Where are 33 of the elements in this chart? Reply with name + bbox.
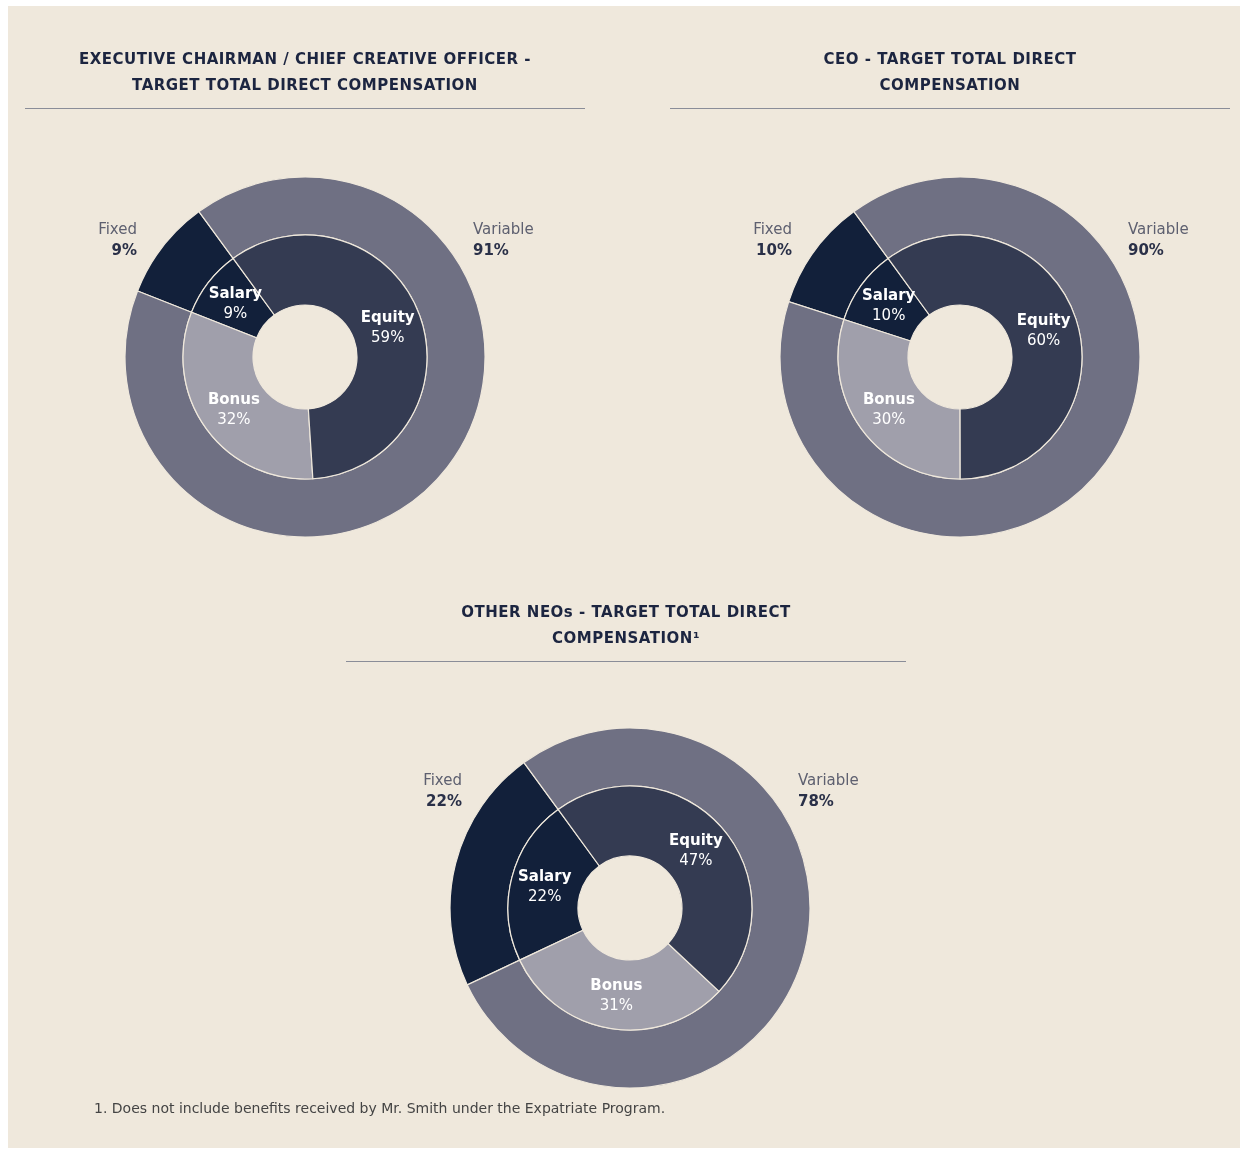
data-label: 22% [528,887,562,906]
text: 1. Does not include benefits received by Mr. Smith under the Expatriate Program. [94,1100,666,1116]
slice-label: Salary [518,867,572,886]
data-label: 78% [798,792,834,810]
data-label: 31% [599,995,634,1014]
data-label: 60% [1026,330,1061,349]
data-label: 9% [223,304,248,323]
data-label: 10% [756,241,792,259]
slice-label: Bonus [207,389,260,408]
data-label: 91% [473,241,509,259]
chart-title: OTHER NEOs - TARGET TOTAL DIRECT COMPENSATION¹ [346,599,906,662]
slice-label: Fixed [98,220,137,238]
slice-label: Equity [1016,310,1071,329]
slice-label: Bonus [862,389,915,408]
chart-title: CEO - TARGET TOTAL DIRECT COMPENSATION [670,46,1230,109]
slice-label: Variable [798,771,859,789]
data-label: 10% [872,306,906,325]
slice-label: Fixed [423,771,462,789]
data-label: 30% [872,409,906,428]
slice-label: Variable [473,220,534,238]
data-label: 9% [111,241,137,259]
slice-label: Equity [669,830,723,849]
slice-label: Salary [862,286,916,305]
slice-label: Equity [360,308,415,327]
data-label: 47% [679,850,713,869]
slice-label: Fixed [753,220,792,238]
data-label: 90% [1128,241,1164,259]
chart-title: EXECUTIVE CHAIRMAN / CHIEF CREATIVE OFFICER - TARGET TOTAL DIRECT COMPENSATION [25,46,585,109]
slice-label: Variable [1128,220,1189,238]
data-label: 22% [426,792,462,810]
slice-label: Bonus [590,975,643,994]
data-label: 32% [217,409,251,428]
data-label: 59% [371,328,405,347]
